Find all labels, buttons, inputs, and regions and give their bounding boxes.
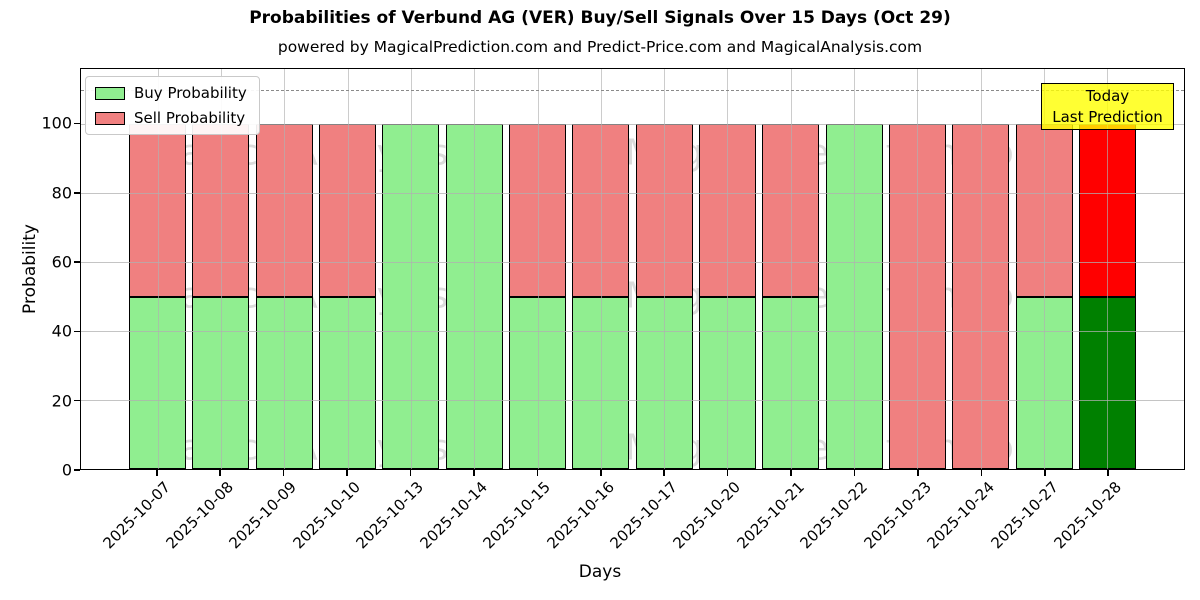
x-tick-label: 2025-10-09: [225, 478, 301, 553]
x-tick-label: 2025-10-22: [796, 478, 872, 553]
vertical-gridline: [917, 69, 919, 469]
y-tick-label: 100: [41, 113, 72, 133]
vertical-gridline: [537, 69, 539, 469]
buy-swatch-icon: [95, 86, 125, 100]
bar-slot-2025-10-28: [1076, 69, 1139, 469]
y-tick-label: 80: [51, 183, 72, 203]
bar-slot-2025-10-14: [443, 69, 506, 469]
y-tick-mark: [74, 399, 80, 402]
bar-slot-2025-10-08: [189, 69, 252, 469]
x-tick-mark: [663, 470, 665, 476]
legend-row: Buy Probability: [95, 84, 247, 102]
y-tick-mark: [74, 191, 80, 194]
vertical-gridline: [284, 69, 286, 469]
vertical-gridline: [600, 69, 602, 469]
y-tick-label: 0: [61, 460, 72, 480]
x-tick-label: 2025-10-07: [99, 478, 174, 553]
x-tick-mark: [282, 470, 285, 476]
vertical-gridline: [854, 69, 856, 469]
y-tick-mark: [74, 469, 80, 471]
x-tick-label: 2025-10-15: [479, 478, 555, 553]
x-tick-mark: [726, 470, 729, 476]
x-tick-label: 2025-10-27: [987, 478, 1062, 553]
x-tick-label: 2025-10-10: [289, 478, 364, 553]
legend-label: Buy Probability: [134, 84, 247, 102]
today-annotation: Today Last Prediction: [1041, 83, 1174, 130]
x-tick-mark: [473, 470, 475, 476]
y-tick-label: 60: [51, 252, 72, 272]
x-tick-label: 2025-10-14: [416, 478, 491, 553]
vertical-gridline: [347, 69, 349, 469]
vertical-gridline: [157, 69, 159, 469]
sell-swatch-icon: [95, 111, 125, 125]
bar-slot-2025-10-27: [1012, 69, 1075, 469]
x-tick-mark: [1107, 470, 1110, 476]
x-tick-mark: [853, 470, 856, 476]
bar-slot-2025-10-22: [822, 69, 885, 469]
bar-slot-2025-10-21: [759, 69, 822, 469]
vertical-gridline: [980, 69, 982, 469]
bar-slot-2025-10-16: [569, 69, 632, 469]
x-tick-mark: [980, 470, 983, 476]
x-tick-mark: [155, 470, 158, 476]
gridline-60: [81, 262, 1184, 264]
x-axis-label: Days: [578, 562, 622, 582]
gridline-20: [81, 400, 1184, 402]
y-tick-mark: [74, 330, 80, 333]
vertical-gridline: [727, 69, 729, 469]
x-tick-mark: [219, 470, 221, 476]
x-tick-label: 2025-10-16: [543, 478, 618, 553]
legend: Buy Probability Sell Probability: [85, 76, 260, 135]
plot-area: MagicalAnalysis.comMagicalPrediction.com…: [80, 68, 1185, 470]
gridline-80: [81, 193, 1184, 195]
today-annotation-line2: Last Prediction: [1052, 107, 1163, 126]
today-annotation-line1: Today: [1085, 86, 1130, 105]
vertical-gridline: [664, 69, 666, 469]
bar-slot-2025-10-13: [379, 69, 442, 469]
vertical-gridline: [410, 69, 412, 469]
y-tick-mark: [74, 261, 80, 263]
x-tick-label: 2025-10-21: [733, 478, 808, 553]
vertical-gridline: [1107, 69, 1109, 469]
x-tick-label: 2025-10-13: [352, 478, 428, 553]
x-tick-mark: [536, 470, 539, 476]
x-tick-mark: [790, 470, 792, 476]
legend-row: Sell Probability: [95, 109, 247, 127]
legend-label: Sell Probability: [134, 109, 246, 127]
y-tick-mark: [74, 122, 80, 125]
bar-slot-2025-10-10: [316, 69, 379, 469]
gridline-100: [81, 124, 1184, 126]
threshold-dashed-line: [81, 89, 1184, 91]
x-tick-label: 2025-10-17: [606, 478, 681, 553]
chart-subtitle: powered by MagicalPrediction.com and Pre…: [277, 38, 923, 56]
bar-slot-2025-10-15: [506, 69, 569, 469]
vertical-gridline: [1044, 69, 1046, 469]
x-tick-mark: [346, 470, 348, 476]
x-tick-label: 2025-10-28: [1050, 478, 1126, 553]
y-tick-label: 20: [51, 391, 72, 411]
gridline-40: [81, 331, 1184, 333]
x-tick-label: 2025-10-20: [670, 478, 745, 553]
y-tick-label: 40: [51, 321, 72, 341]
bar-slot-2025-10-23: [886, 69, 949, 469]
bar-slot-2025-10-17: [633, 69, 696, 469]
x-tick-label: 2025-10-23: [860, 478, 935, 553]
bar-slot-2025-10-24: [949, 69, 1012, 469]
chart-title: Probabilities of Verbund AG (VER) Buy/Se…: [249, 8, 951, 28]
bar-slot-2025-10-09: [253, 69, 316, 469]
vertical-gridline: [220, 69, 222, 469]
bar-slot-2025-10-20: [696, 69, 759, 469]
bars-container: [81, 69, 1184, 469]
vertical-gridline: [790, 69, 792, 469]
x-tick-mark: [599, 470, 602, 476]
vertical-gridline: [474, 69, 476, 469]
x-tick-mark: [917, 470, 919, 476]
x-tick-label: 2025-10-24: [923, 478, 999, 553]
x-tick-mark: [409, 470, 412, 476]
x-tick-label: 2025-10-08: [162, 478, 237, 553]
x-tick-mark: [1044, 470, 1046, 476]
y-axis-label: Probability: [20, 224, 40, 314]
